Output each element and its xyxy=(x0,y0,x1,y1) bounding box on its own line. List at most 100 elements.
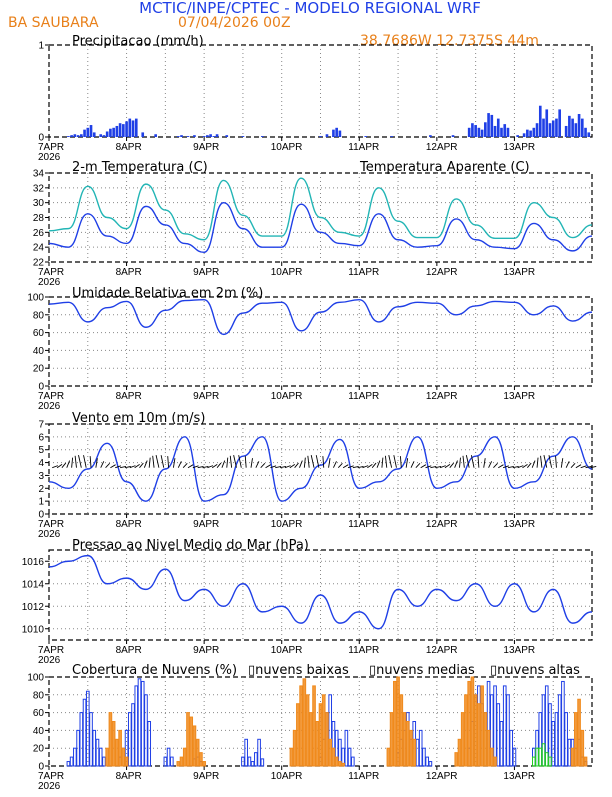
wind-vector xyxy=(555,456,557,468)
cloud-bar-2 xyxy=(396,676,400,767)
wind-vector xyxy=(420,464,427,469)
cloud-bar-0 xyxy=(131,703,135,767)
wind-vector xyxy=(265,464,271,469)
cloud-bar-0 xyxy=(137,678,142,767)
legend-baixas: ▯nuvens baixas xyxy=(248,663,349,678)
y-tick-label: 7 xyxy=(38,420,44,431)
cloud-bar-0 xyxy=(425,756,429,767)
wind-vector xyxy=(333,461,337,468)
wind-vector xyxy=(502,465,509,469)
x-tick-label: 13APR xyxy=(503,771,535,782)
cloud-bar-0 xyxy=(98,747,103,767)
panel-frame xyxy=(48,296,593,387)
precip-bar xyxy=(487,113,490,137)
precip-bar xyxy=(577,114,581,137)
wind-vector xyxy=(367,464,373,469)
cloud-bar-2 xyxy=(321,694,326,767)
wind-vector xyxy=(322,456,325,468)
wind-vector xyxy=(226,457,229,468)
wind-vector xyxy=(197,466,204,469)
x-tick-label: 10APR xyxy=(271,519,303,530)
cloud-bar-2 xyxy=(302,678,307,767)
x-tick-label: 12APR xyxy=(426,645,458,656)
y-tick-label: 34 xyxy=(33,169,45,180)
cloud-bar-1 xyxy=(535,747,539,767)
y-tick-label: 1010 xyxy=(22,624,45,635)
wind-vector xyxy=(449,462,454,469)
wind-vector xyxy=(139,462,144,469)
wind-vector xyxy=(294,462,299,469)
wind-vector xyxy=(134,464,140,469)
y-tick-label: 40 xyxy=(33,346,45,357)
wind-vector xyxy=(172,458,176,468)
y-tick-label: 0 xyxy=(38,510,44,521)
wind-vector xyxy=(347,465,354,469)
cloud-bar-2 xyxy=(577,698,581,767)
wind-vector xyxy=(381,457,384,468)
cloud-bar-2 xyxy=(489,747,494,767)
precip-bar xyxy=(587,132,591,137)
x-tick-label: 11APR xyxy=(348,142,379,153)
precip-bar xyxy=(73,134,77,137)
wind-vector xyxy=(315,455,320,468)
panel-rh: 0 20 40 60 80 100 7APR 8APR 9APR 10APR 11APR 12APR 1… xyxy=(27,286,593,412)
x-tick-label: 7APR xyxy=(38,645,64,656)
wind-vector xyxy=(211,464,218,469)
wind-vector xyxy=(129,465,136,469)
cloud-bar-0 xyxy=(92,729,97,767)
panel-wind: 0 1 2 3 4 5 67 7APR 8APR 9APR 10APR 11APR 12APR 13APR… xyxy=(38,411,597,540)
cloud-bar-0 xyxy=(422,747,426,767)
cloud-bar-2 xyxy=(315,721,320,767)
wind-vector xyxy=(275,466,282,469)
wind-vector xyxy=(100,461,105,468)
precip-bar xyxy=(490,114,494,137)
x-tick-label: 13APR xyxy=(503,142,535,153)
cloud-bar-0 xyxy=(499,721,504,767)
cloud-bar-2 xyxy=(124,756,129,767)
cloud-bar-0 xyxy=(163,756,168,767)
wind-vector xyxy=(527,462,532,469)
precip-bar xyxy=(564,125,568,137)
cloud-bar-0 xyxy=(140,680,145,767)
cloud-bar-2 xyxy=(299,685,303,767)
cloud-bar-0 xyxy=(564,712,568,767)
y-tick-label: 1 xyxy=(38,41,44,52)
cloud-bar-2 xyxy=(486,729,491,767)
precip-bar xyxy=(261,136,264,137)
precip-bar xyxy=(477,127,481,137)
x-year-label: 2026 xyxy=(38,529,61,540)
precip-bar xyxy=(134,118,138,137)
x-tick-label: 12APR xyxy=(426,771,458,782)
x-tick-label: 7APR xyxy=(38,519,64,530)
wind-vector xyxy=(435,465,442,469)
precip-bar xyxy=(526,129,529,137)
cloud-bar-2 xyxy=(176,761,181,767)
cloud-bar-2 xyxy=(318,703,323,767)
cloud-bar-0 xyxy=(170,756,174,767)
cloud-bar-0 xyxy=(127,712,132,767)
wind-vector xyxy=(115,465,122,469)
cloud-bar-0 xyxy=(502,685,507,767)
wind-vector xyxy=(399,456,402,468)
y-tick-label: 26 xyxy=(33,228,45,239)
y-tick-label: 3 xyxy=(38,471,44,482)
precip-bar xyxy=(102,135,106,137)
x-tick-label: 10APR xyxy=(271,645,303,656)
cloud-bar-0 xyxy=(493,685,497,767)
cloud-bar-2 xyxy=(405,721,410,767)
x-year-label: 2026 xyxy=(38,277,61,288)
wind-vector xyxy=(255,461,260,468)
wind-vector xyxy=(307,455,310,468)
wind-vector xyxy=(279,465,287,469)
x-tick-label: 12APR xyxy=(426,267,458,278)
wind-vector xyxy=(543,455,548,468)
precip-bar xyxy=(215,134,219,137)
wind-vector xyxy=(512,465,519,469)
precip-bar xyxy=(70,135,73,137)
cloud-bar-0 xyxy=(76,729,80,767)
cloud-bar-2 xyxy=(393,680,397,767)
precip-bar xyxy=(76,135,80,137)
wind-vector xyxy=(89,456,92,468)
cloud-bar-0 xyxy=(557,694,562,767)
cloud-bar-2 xyxy=(402,712,407,767)
